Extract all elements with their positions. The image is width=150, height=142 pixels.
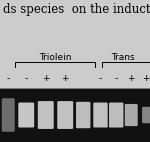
FancyBboxPatch shape xyxy=(142,107,150,123)
Text: ds species  on the induct: ds species on the induct xyxy=(3,3,150,16)
FancyBboxPatch shape xyxy=(57,101,73,129)
Text: -: - xyxy=(115,74,118,83)
FancyBboxPatch shape xyxy=(125,104,138,126)
Text: Triolein: Triolein xyxy=(39,53,72,62)
FancyBboxPatch shape xyxy=(2,98,15,132)
Bar xyxy=(0,88,150,142)
FancyBboxPatch shape xyxy=(76,102,90,128)
FancyBboxPatch shape xyxy=(93,103,108,128)
Text: +: + xyxy=(142,74,150,83)
FancyBboxPatch shape xyxy=(18,103,34,128)
FancyBboxPatch shape xyxy=(38,101,54,129)
Text: -: - xyxy=(99,74,102,83)
Text: +: + xyxy=(61,74,69,83)
Text: +: + xyxy=(42,74,50,83)
Text: +: + xyxy=(128,74,135,83)
Text: -: - xyxy=(7,74,10,83)
Text: -: - xyxy=(25,74,28,83)
FancyBboxPatch shape xyxy=(109,103,123,128)
Text: Trans: Trans xyxy=(111,53,135,62)
